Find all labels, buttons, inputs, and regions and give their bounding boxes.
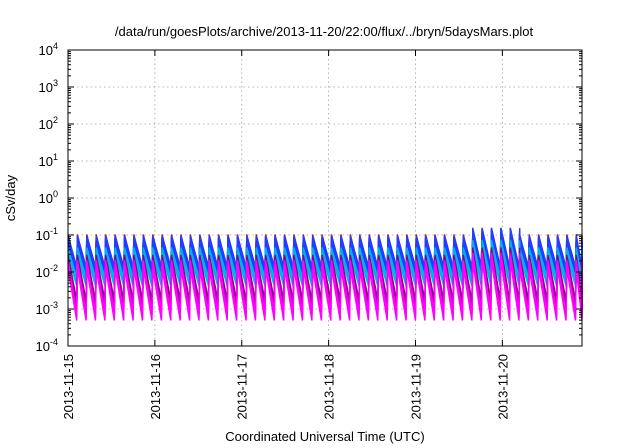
y-tick-label: 100 <box>39 189 58 206</box>
x-tick-label: 2013-11-15 <box>61 354 76 420</box>
y-axis-label: cSv/day <box>3 174 18 221</box>
series-line <box>67 252 583 313</box>
y-axis: 10-4 10-3 10-2 10-1 100 101 102 103 104 <box>36 41 582 354</box>
x-tick-label: 2013-11-17 <box>235 354 250 420</box>
y-tick-label: 103 <box>39 78 58 95</box>
x-axis-label: Coordinated Universal Time (UTC) <box>225 429 424 444</box>
y-tick-label: 10-4 <box>36 337 58 354</box>
x-tick-label: 2013-11-20 <box>495 354 510 420</box>
y-tick-label: 102 <box>39 115 58 132</box>
y-tick-label: 10-3 <box>36 300 58 317</box>
x-axis: 2013-11-15 2013-11-16 2013-11-17 2013-11-18… <box>61 50 510 420</box>
chart-title: /data/run/goesPlots/archive/2013-11-20/2… <box>115 24 534 39</box>
x-tick-label: 2013-11-18 <box>322 354 337 420</box>
y-tick-label: 101 <box>39 152 58 169</box>
series-group <box>67 227 583 321</box>
y-tick-label: 10-2 <box>36 263 58 280</box>
y-tick-label: 104 <box>39 41 58 58</box>
x-tick-label: 2013-11-16 <box>148 354 163 420</box>
y-tick-label: 10-1 <box>36 226 58 243</box>
grid <box>68 50 582 346</box>
x-tick-label: 2013-11-19 <box>408 354 423 420</box>
